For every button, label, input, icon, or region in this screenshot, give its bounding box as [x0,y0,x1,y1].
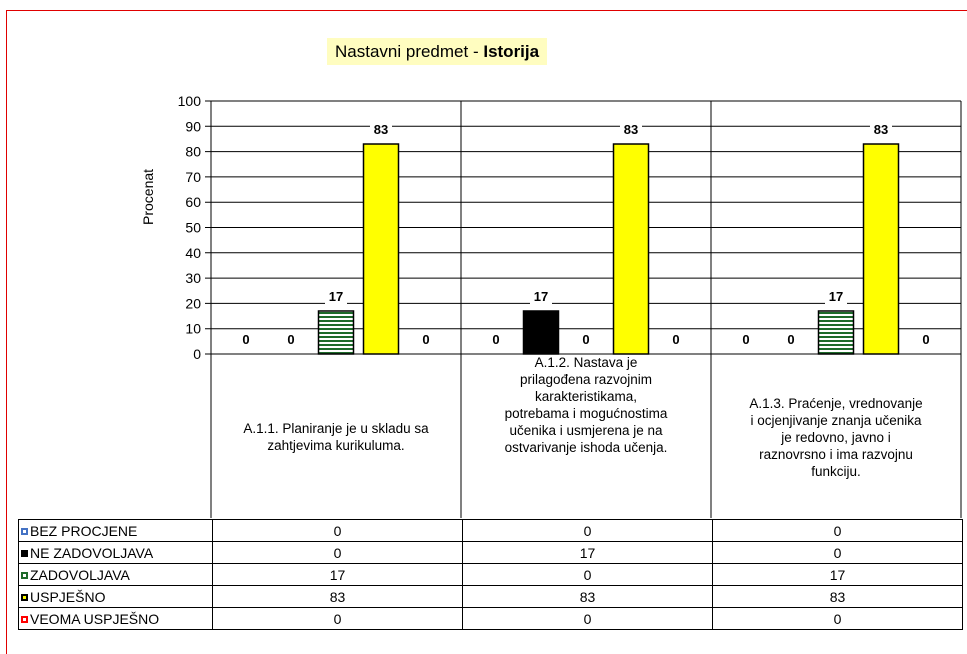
data-label: 17 [534,289,548,304]
y-tick-label: 90 [185,118,201,134]
data-label: 0 [672,332,679,347]
y-tick-label: 70 [185,169,201,185]
data-label: 0 [742,332,749,347]
category-label: A.1.1. Planiranje je u skladu sa zahtjev… [237,356,435,518]
table-cell: 0 [213,608,463,630]
data-label: 0 [922,332,929,347]
data-label: 83 [624,122,638,137]
data-label: 17 [829,289,843,304]
legend-label: VEOMA USPJEŠNO [30,611,159,627]
legend-entry: BEZ PROCJENE [19,520,213,542]
table-cell: 17 [463,542,713,564]
data-label: 0 [287,332,294,347]
legend-entry: ZADOVOLJAVA [19,564,213,586]
legend-entry: NE ZADOVOLJAVA [19,542,213,564]
legend-key-icon [21,572,28,579]
y-tick-label: 0 [193,346,201,362]
legend-entry: USPJEŠNO [19,586,213,608]
bar [319,311,354,354]
table-cell: 0 [463,520,713,542]
legend-key-icon [21,594,28,601]
table-cell: 83 [713,586,963,608]
legend-label: BEZ PROCJENE [30,523,137,539]
table-cell: 0 [213,542,463,564]
y-tick-label: 10 [185,321,201,337]
y-tick-label: 20 [185,295,201,311]
data-label: 0 [242,332,249,347]
data-label: 83 [874,122,888,137]
table-row: BEZ PROCJENE 0 0 0 [19,520,963,542]
y-tick-label: 80 [185,144,201,160]
table-cell: 0 [713,520,963,542]
table-cell: 17 [713,564,963,586]
data-label: 0 [787,332,794,347]
y-tick-label: 30 [185,270,201,286]
y-tick-label: 50 [185,220,201,236]
legend-label: ZADOVOLJAVA [30,567,130,583]
table-row: USPJEŠNO 83 83 83 [19,586,963,608]
table-cell: 83 [463,586,713,608]
bar [524,311,559,354]
category-label: A.1.2. Nastava je prilagođena razvojnim … [501,354,671,518]
table-cell: 17 [213,564,463,586]
legend-key-icon [21,616,28,623]
category-label: A.1.3. Praćenje, vrednovanje i ocjenjiva… [747,356,925,518]
legend-key-icon [21,528,28,535]
y-tick-label: 40 [185,245,201,261]
table-row: NE ZADOVOLJAVA 0 17 0 [19,542,963,564]
table-cell: 0 [463,608,713,630]
data-label: 0 [422,332,429,347]
data-label: 83 [374,122,388,137]
table-cell: 83 [213,586,463,608]
data-label: 17 [329,289,343,304]
table-cell: 0 [463,564,713,586]
legend-key-icon [21,550,28,557]
table-cell: 0 [713,542,963,564]
y-tick-label: 100 [178,93,202,109]
legend-label: USPJEŠNO [30,589,105,605]
y-tick-label: 60 [185,194,201,210]
legend-entry: VEOMA USPJEŠNO [19,608,213,630]
table-cell: 0 [213,520,463,542]
data-label: 0 [492,332,499,347]
bar [614,144,649,354]
data-label: 0 [582,332,589,347]
table-row: ZADOVOLJAVA 17 0 17 [19,564,963,586]
data-table: BEZ PROCJENE 0 0 0 NE ZADOVOLJAVA 0 17 0 ZADOVOL… [18,519,963,630]
bar [864,144,899,354]
legend-label: NE ZADOVOLJAVA [30,545,153,561]
table-cell: 0 [713,608,963,630]
bar [364,144,399,354]
table-row: VEOMA USPJEŠNO 0 0 0 [19,608,963,630]
bar [819,311,854,354]
